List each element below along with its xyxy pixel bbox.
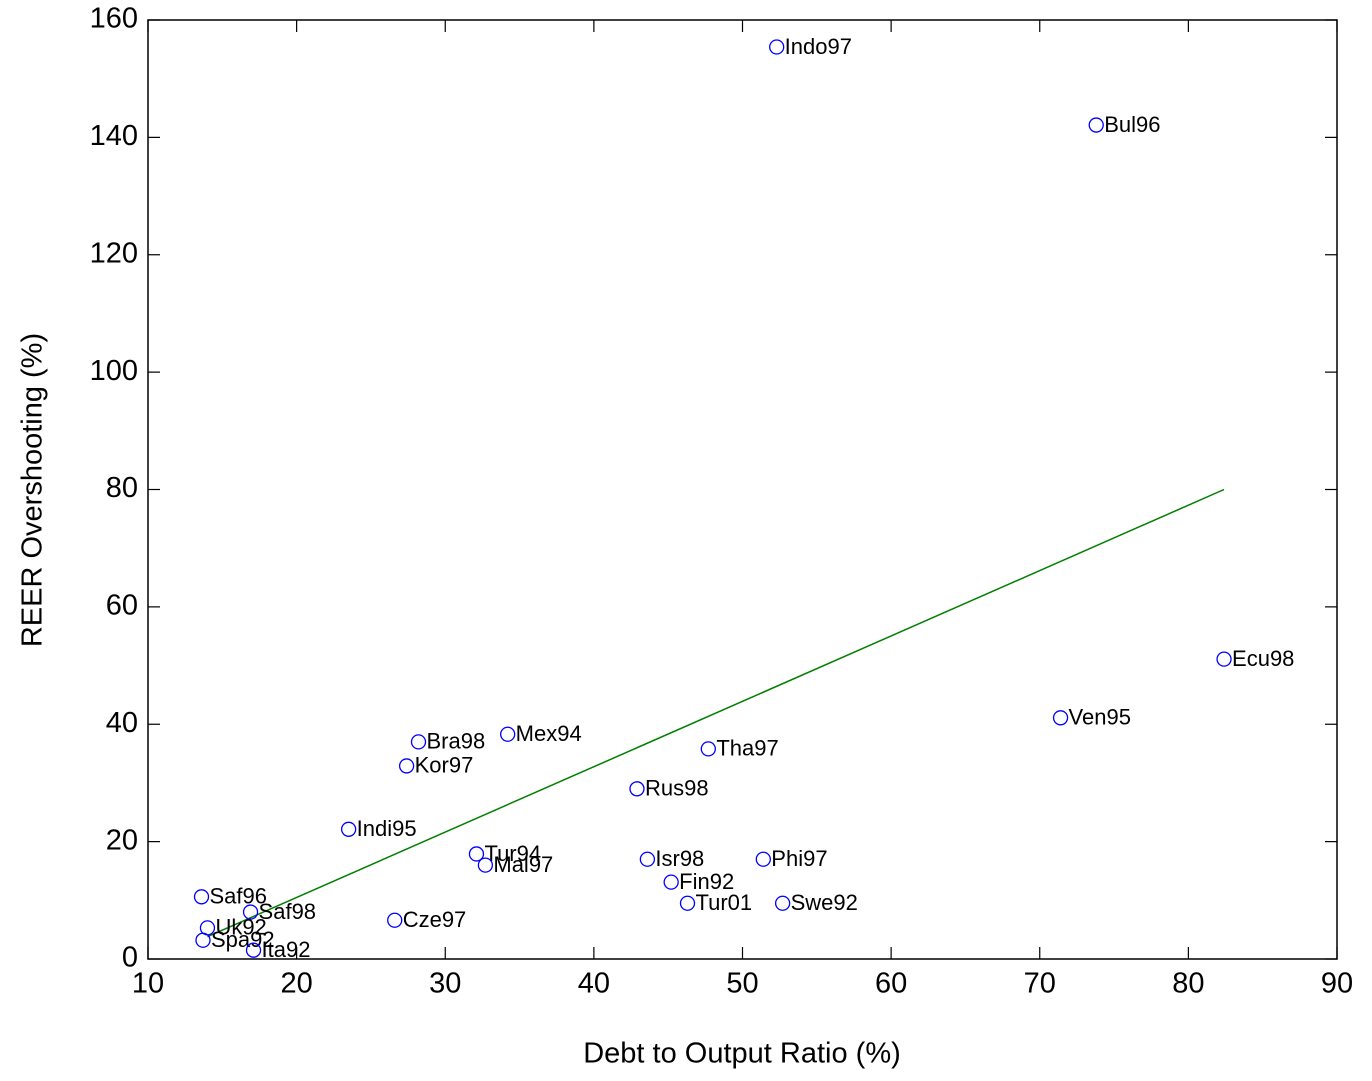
y-tick-label: 80 (106, 472, 138, 504)
point-label: Tha97 (716, 736, 778, 761)
x-tick-label: 50 (726, 968, 758, 1000)
x-tick-label: 20 (280, 968, 312, 1000)
point (1216, 651, 1232, 667)
x-tick-label: 90 (1321, 968, 1353, 1000)
point-label: Ita92 (262, 937, 311, 962)
plot-frame (147, 19, 1338, 960)
x-tick-label: 70 (1024, 968, 1056, 1000)
x-tick-label: 40 (578, 968, 610, 1000)
x-tick-label: 60 (875, 968, 907, 1000)
point-label: Uk92 (215, 915, 266, 940)
point (410, 734, 427, 750)
point-label: Saf96 (210, 884, 268, 909)
point (477, 857, 494, 873)
point-label: Mex94 (516, 721, 582, 746)
y-tick-label: 20 (106, 824, 138, 856)
point (242, 904, 259, 920)
point (755, 851, 771, 867)
point-label: Cze97 (403, 907, 467, 932)
point-label: Bul96 (1104, 112, 1160, 137)
point (629, 781, 645, 797)
y-tick-label: 60 (106, 590, 138, 622)
y-tick-label: 100 (90, 355, 138, 387)
point-label: Swe92 (791, 890, 858, 915)
y-tick-label: 140 (90, 120, 138, 152)
point-label: Saf98 (259, 899, 317, 924)
point (245, 942, 262, 958)
point (500, 726, 516, 742)
y-tick-label: 0 (122, 942, 138, 974)
point (639, 851, 656, 867)
x-tick-label: 80 (1172, 968, 1204, 1000)
point (468, 846, 485, 862)
point-label: Mal97 (493, 852, 553, 877)
point (663, 874, 679, 890)
point (769, 39, 785, 55)
point-label: Indo97 (785, 34, 852, 59)
point (679, 895, 696, 911)
y-tick-label: 120 (90, 237, 138, 269)
point-label: Spa92 (211, 927, 275, 952)
point-label: Indi95 (357, 816, 417, 841)
point-label: Fin92 (679, 869, 734, 894)
y-tick-label: 160 (90, 3, 138, 35)
point (700, 741, 716, 757)
point (774, 895, 791, 911)
x-axis-label: Debt to Output Ratio (%) (583, 1038, 901, 1070)
point-label: Isr98 (655, 846, 704, 871)
x-tick-label: 30 (429, 968, 461, 1000)
point-label: Kor97 (415, 753, 474, 778)
point-label: Rus98 (645, 776, 709, 801)
fit-line (207, 488, 1225, 938)
point-label: Bra98 (426, 729, 485, 754)
point-label: Ecu98 (1232, 646, 1294, 671)
point (1052, 710, 1069, 726)
point (193, 889, 210, 905)
y-tick-label: 40 (106, 707, 138, 739)
point (398, 758, 415, 774)
y-axis-label: REER Overshooting (%) (17, 333, 49, 647)
x-tick-label: 10 (132, 968, 164, 1000)
point-label: Ven95 (1069, 705, 1131, 730)
point (195, 932, 211, 948)
point (340, 821, 357, 837)
point (1088, 117, 1104, 133)
point-label: Tur94 (484, 841, 541, 866)
point (387, 912, 403, 928)
point-label: Phi97 (771, 846, 827, 871)
point-label: Tur01 (696, 890, 753, 915)
